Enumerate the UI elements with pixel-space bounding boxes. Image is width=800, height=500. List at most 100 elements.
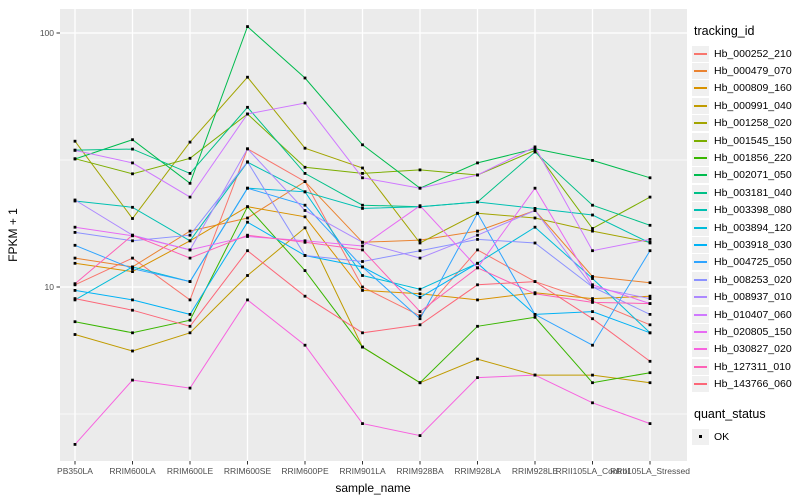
legend-line-swatch-icon <box>694 365 707 368</box>
data-point <box>591 227 594 230</box>
data-point <box>73 443 77 446</box>
data-point <box>131 308 134 312</box>
legend-key <box>692 358 709 375</box>
data-point <box>476 357 479 361</box>
data-point <box>648 371 652 375</box>
data-point <box>648 176 652 180</box>
data-point <box>131 138 134 142</box>
data-point <box>303 226 307 230</box>
data-point <box>418 296 422 299</box>
data-point <box>303 343 307 347</box>
data-point <box>131 331 134 335</box>
data-point <box>188 280 192 283</box>
legend-line-swatch-icon <box>694 243 707 246</box>
data-point <box>648 249 652 253</box>
data-point <box>303 254 307 257</box>
data-point <box>73 333 77 336</box>
data-point <box>303 209 307 212</box>
legend-key <box>692 63 709 80</box>
legend-item-label: Hb_000479_070 <box>714 65 792 78</box>
data-point <box>246 186 249 190</box>
data-point <box>188 156 192 160</box>
x-tick-label: RRII105LA_Stressed <box>610 466 690 476</box>
data-point <box>131 147 134 151</box>
legend-key <box>692 202 709 219</box>
legend: tracking_id Hb_000252_210 Hb_000479_070 Hb… <box>692 24 798 445</box>
data-point <box>131 239 134 243</box>
data-point <box>591 283 594 287</box>
data-point <box>533 150 537 154</box>
data-point <box>246 233 249 237</box>
data-point <box>591 229 594 233</box>
data-point <box>648 281 652 285</box>
data-point <box>303 146 307 150</box>
data-point <box>303 269 307 272</box>
data-point <box>476 211 479 215</box>
legend-item-Hb_000252_210: Hb_000252_210 <box>692 45 798 62</box>
data-point <box>246 160 249 164</box>
legend-key <box>692 97 709 114</box>
legend-item-label: Hb_030827_020 <box>714 343 792 356</box>
data-point <box>361 166 364 170</box>
legend-item-label: Hb_002071_050 <box>714 169 792 182</box>
legend-line-swatch-icon <box>694 157 707 160</box>
data-point <box>131 349 134 353</box>
data-point <box>418 323 422 327</box>
data-point <box>131 233 134 237</box>
legend-item-Hb_001545_150: Hb_001545_150 <box>692 132 798 149</box>
data-point <box>476 233 479 237</box>
data-point <box>246 298 249 302</box>
legend-item-label: Hb_008937_010 <box>714 291 792 304</box>
data-point <box>361 176 364 180</box>
legend-item-Hb_143766_060: Hb_143766_060 <box>692 375 798 393</box>
data-point <box>591 373 594 377</box>
data-point <box>476 261 479 265</box>
data-point <box>476 324 479 328</box>
data-point <box>188 181 192 185</box>
data-point <box>73 149 77 152</box>
legend-item-Hb_000809_160: Hb_000809_160 <box>692 80 798 97</box>
data-point <box>188 172 192 175</box>
legend-item-Hb_004725_050: Hb_004725_050 <box>692 254 798 271</box>
data-point <box>131 205 134 209</box>
data-point <box>303 165 307 169</box>
data-point <box>361 422 364 425</box>
data-point <box>73 261 77 265</box>
legend-key <box>692 132 709 149</box>
legend-line-swatch-icon <box>694 330 707 333</box>
data-point <box>303 180 307 183</box>
data-point <box>131 161 134 165</box>
data-point <box>246 205 249 209</box>
legend-item-Hb_127311_010: Hb_127311_010 <box>692 358 798 375</box>
data-point <box>591 401 594 405</box>
legend-item-Hb_001258_020: Hb_001258_020 <box>692 115 798 132</box>
data-point <box>648 294 652 298</box>
data-point <box>648 359 652 363</box>
legend-line-swatch-icon <box>694 383 707 386</box>
data-point <box>648 238 652 241</box>
legend-item-label: Hb_001856_220 <box>714 152 792 165</box>
legend-key <box>692 289 709 306</box>
data-point <box>303 190 307 194</box>
data-point <box>361 248 364 252</box>
legend-items: Hb_000252_210 Hb_000479_070 Hb_000809_160 H… <box>692 45 798 393</box>
data-point <box>73 243 77 247</box>
data-point <box>131 378 134 382</box>
data-point <box>648 422 652 425</box>
data-point <box>188 313 192 316</box>
legend-key <box>692 150 709 167</box>
data-point <box>188 318 192 322</box>
x-tick-label: RRIM901LA <box>339 466 386 476</box>
data-point <box>73 225 77 229</box>
legend-key <box>692 236 709 253</box>
data-point <box>303 101 307 105</box>
legend-key <box>692 184 709 201</box>
legend-line-swatch-icon <box>694 348 707 351</box>
data-point <box>418 256 422 260</box>
data-point <box>361 285 364 289</box>
data-point <box>361 244 364 248</box>
data-point <box>131 256 134 260</box>
data-point <box>476 238 479 241</box>
legend-line-swatch-icon <box>694 261 707 264</box>
x-tick-label: RRIM600PE <box>281 466 329 476</box>
